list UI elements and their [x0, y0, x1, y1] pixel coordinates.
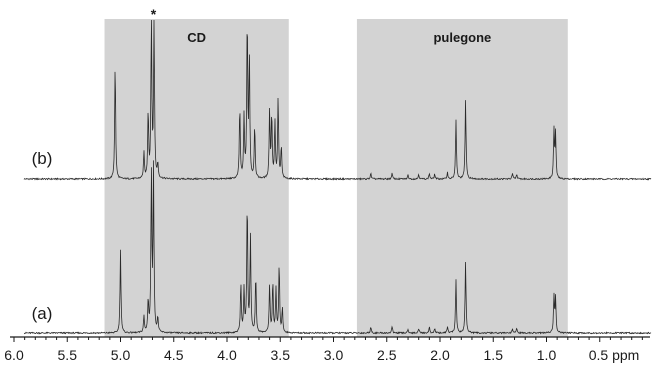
x-tick-label: 6.0 — [4, 347, 24, 363]
region-label-0: CD — [187, 30, 206, 45]
series-label-1: (a) — [32, 304, 53, 323]
x-tick-label: 0.5 ppm — [589, 347, 640, 363]
annotation-0: * — [151, 6, 157, 22]
x-tick-label: 4.5 — [164, 347, 184, 363]
x-tick-label: 3.5 — [271, 347, 291, 363]
x-tick-label: 2.0 — [430, 347, 450, 363]
region-label-1: pulegone — [433, 30, 491, 45]
x-tick-label: 5.0 — [111, 347, 131, 363]
x-tick-label: 1.0 — [537, 347, 557, 363]
x-tick-label: 2.5 — [377, 347, 397, 363]
series-label-0: (b) — [32, 149, 53, 168]
spectrum-traces — [23, 19, 652, 335]
chart-labels: CD pulegone (b) (a) * — [32, 6, 492, 323]
x-tick-label: 1.5 — [484, 347, 504, 363]
spectrum-trace-0 — [23, 19, 652, 181]
x-tick-label: 4.0 — [217, 347, 237, 363]
x-tick-label: 5.5 — [58, 347, 78, 363]
shaded-region-1 — [356, 19, 568, 337]
x-axis: 6.0 5.5 5.0 4.5 4.0 3.5 3.0 2.5 2.0 1.5 1.0 0.5 ppm — [4, 336, 650, 363]
spectrum-trace-1 — [23, 160, 652, 335]
x-tick-label: 3.0 — [324, 347, 344, 363]
shaded-regions — [104, 19, 568, 337]
